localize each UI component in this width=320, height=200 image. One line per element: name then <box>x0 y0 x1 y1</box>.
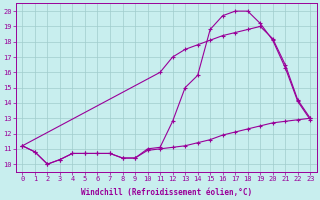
X-axis label: Windchill (Refroidissement éolien,°C): Windchill (Refroidissement éolien,°C) <box>81 188 252 197</box>
